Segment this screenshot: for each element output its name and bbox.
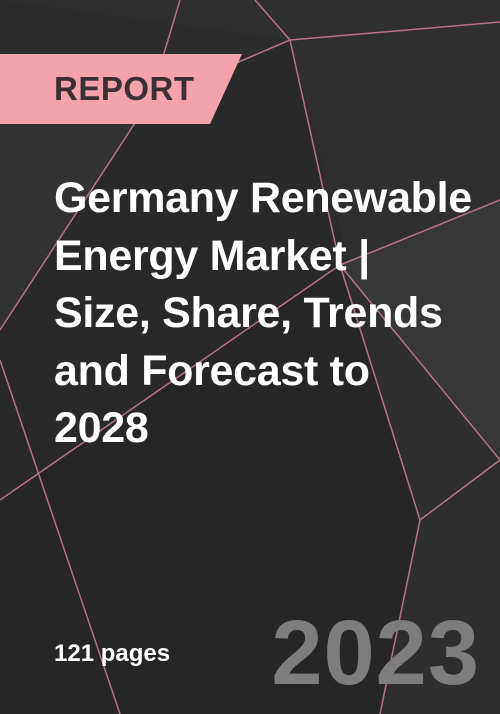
page-count: 121 pages [54,640,171,667]
publication-year: 2023 [271,602,480,704]
badge-shape [0,54,242,124]
report-label: REPORT [54,70,195,107]
report-title: Germany Renewable Energy Market | Size, … [54,174,472,452]
report-badge: REPORT [0,54,242,124]
